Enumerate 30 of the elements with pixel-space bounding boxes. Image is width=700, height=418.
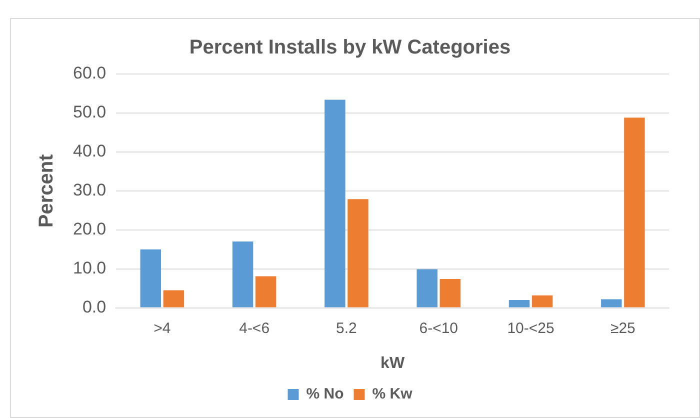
x-tick-label: >4 [154, 320, 171, 337]
bar [416, 269, 438, 308]
y-tick-label: 20.0 [72, 220, 106, 239]
y-tick-label: 40.0 [72, 142, 106, 161]
bar [140, 249, 162, 308]
bar [508, 300, 530, 308]
bar [232, 242, 254, 308]
bar [324, 100, 346, 308]
bar [624, 118, 645, 308]
bar [255, 276, 276, 308]
y-tick-label: 30.0 [72, 180, 106, 200]
legend-label: % No [306, 386, 344, 403]
y-tick-label: 60.0 [72, 64, 106, 83]
y-tick-label: 10.0 [72, 258, 106, 278]
y-axis-title: Percent [36, 154, 58, 228]
x-tick-label: 6-<10 [419, 320, 458, 337]
x-tick-label: 5.2 [336, 320, 357, 337]
y-tick-label: 0.0 [82, 297, 106, 316]
chart-title: Percent Installs by kW Categories [189, 36, 511, 59]
legend-label: % Kw [372, 386, 413, 403]
x-tick-label: ≥25 [610, 320, 636, 337]
bar [440, 278, 461, 308]
y-tick-label: 50.0 [72, 102, 106, 122]
x-tick-label: 10-<25 [507, 320, 554, 337]
x-axis-title: kW [380, 354, 406, 372]
bar [532, 295, 553, 308]
bar [348, 199, 368, 308]
bar [601, 299, 622, 308]
bar [163, 290, 184, 308]
x-tick-label: 4-<6 [239, 320, 270, 337]
